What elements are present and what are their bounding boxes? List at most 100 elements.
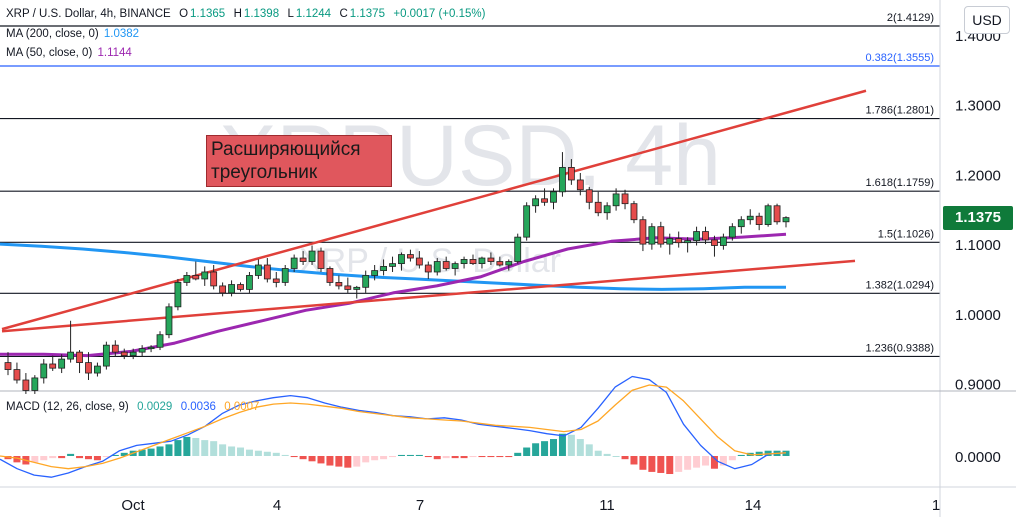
candle-down: [13, 369, 21, 381]
trendline-lower: [1, 259, 856, 333]
candle-up: [433, 261, 441, 273]
candle-down: [49, 363, 57, 369]
candle-up: [728, 226, 736, 238]
macd-histogram-bar-positive: [406, 454, 414, 456]
candle-down: [192, 275, 200, 280]
macd-histogram-bar-positive: [183, 436, 191, 456]
candle-down: [111, 344, 119, 353]
candle-down: [424, 264, 432, 273]
macd-histogram-bar-positive: [612, 456, 620, 457]
candle-down: [407, 254, 414, 259]
ma200-line: [0, 242, 786, 291]
macd-label: MACD (12, 26, close, 9): [6, 401, 129, 413]
candle-up: [228, 284, 235, 294]
macd-legend[interactable]: MACD (12, 26, close, 9) 0.0029 0.0036 0.…: [6, 401, 261, 413]
candle-down: [4, 362, 12, 370]
macd-line-value: 0.0036: [180, 401, 216, 413]
candle-down: [85, 362, 92, 374]
ohlc-change: +0.0017 (+0.15%): [393, 8, 486, 20]
candle-down: [773, 205, 781, 223]
candle-up: [67, 351, 74, 360]
candle-up: [764, 205, 772, 225]
candle-up: [603, 205, 611, 214]
ma200-legend[interactable]: MA (200, close, 0) 1.0382: [6, 28, 141, 40]
macd-histogram-bar-negative: [719, 456, 727, 466]
candle-up: [451, 263, 459, 269]
candle-up: [102, 344, 110, 367]
candle-down: [120, 351, 128, 357]
macd-histogram-bar-negative: [362, 456, 370, 463]
time-tick-label: 1: [932, 497, 940, 514]
ma50-legend[interactable]: MA (50, close, 0) 1.1144: [6, 47, 134, 59]
macd-histogram-bar-negative: [478, 456, 486, 458]
macd-histogram-bar-negative: [710, 456, 718, 469]
macd-histogram-bar-positive: [165, 444, 173, 456]
macd-histogram-bar-negative: [317, 456, 325, 464]
candle-down: [22, 379, 30, 391]
candle-up: [371, 270, 379, 276]
candle-up: [201, 271, 209, 280]
macd-histogram-bar-negative: [380, 456, 388, 460]
macd-histogram-bar-negative: [290, 456, 298, 458]
price-tick-label: 0.9000: [955, 377, 1001, 394]
candle-up: [362, 275, 370, 288]
macd-histogram-bar-negative: [40, 456, 48, 461]
candle-up: [290, 257, 298, 269]
macd-signal-line: [0, 384, 787, 470]
macd-histogram-bar-negative: [487, 456, 495, 458]
macd-histogram-bar-negative: [702, 456, 710, 466]
macd-histogram-bar-positive: [254, 450, 262, 456]
macd-histogram-bar-positive: [245, 449, 253, 456]
candle-up: [165, 306, 173, 336]
candle-down: [317, 250, 325, 269]
candle-up: [648, 226, 656, 245]
price-tick-label: 1.0000: [955, 307, 1001, 324]
ohlc-high: 1.1398: [243, 8, 280, 20]
fib-level-label: 2(1.4129): [887, 12, 934, 24]
trendline-upper: [1, 89, 867, 331]
candle-up: [612, 193, 620, 207]
candle-up: [40, 363, 48, 379]
macd-histogram-bar-negative: [49, 456, 57, 459]
candle-up: [398, 254, 405, 265]
candle-down: [344, 285, 352, 290]
fib-level-label: 1.618(1.1759): [866, 177, 935, 189]
candle-down: [487, 257, 495, 262]
candle-down: [657, 226, 665, 245]
ma50-value: 1.1144: [97, 47, 132, 59]
macd-histogram-bar-negative: [326, 456, 334, 466]
macd-histogram-bar-positive: [514, 452, 522, 456]
macd-histogram-bar-negative: [684, 456, 692, 470]
candle-up: [308, 250, 316, 262]
candle-down: [630, 203, 638, 221]
macd-histogram-bar-positive: [523, 447, 531, 456]
macd-histogram-bar-positive: [219, 444, 227, 456]
macd-histogram-bar-positive: [603, 453, 611, 456]
macd-histogram-bar-positive: [156, 446, 164, 456]
candle-up: [147, 346, 155, 350]
ohlc-open: 1.1365: [190, 8, 226, 20]
candle-down: [711, 239, 718, 246]
macd-histogram-bar-negative: [31, 456, 39, 463]
candle-up: [380, 266, 387, 271]
candle-up: [353, 286, 361, 290]
macd-histogram-bar-positive: [138, 449, 146, 456]
pattern-annotation[interactable]: Расширяющийся треугольник: [206, 135, 392, 187]
candle-down: [585, 189, 593, 203]
candle-down: [702, 231, 709, 241]
symbol-legend: XRP / U.S. Dollar, 4h, BINANCE O 1.1365 H…: [6, 8, 487, 20]
macd-histogram-bar-negative: [666, 456, 674, 475]
candle-down: [541, 198, 548, 203]
macd-histogram-bar-negative: [76, 456, 84, 459]
fib-level-label: 1.786(1.2801): [866, 105, 935, 117]
candle-up: [281, 268, 289, 283]
currency-button[interactable]: USD: [964, 6, 1010, 34]
macd-histogram-bar-negative: [299, 456, 307, 460]
macd-histogram-bar-negative: [371, 456, 379, 461]
time-tick-label: 7: [416, 497, 424, 514]
current-price-tag: 1.1375: [943, 206, 1013, 230]
macd-histogram-bar-negative: [353, 456, 361, 467]
macd-histogram-bar-negative: [728, 456, 736, 461]
